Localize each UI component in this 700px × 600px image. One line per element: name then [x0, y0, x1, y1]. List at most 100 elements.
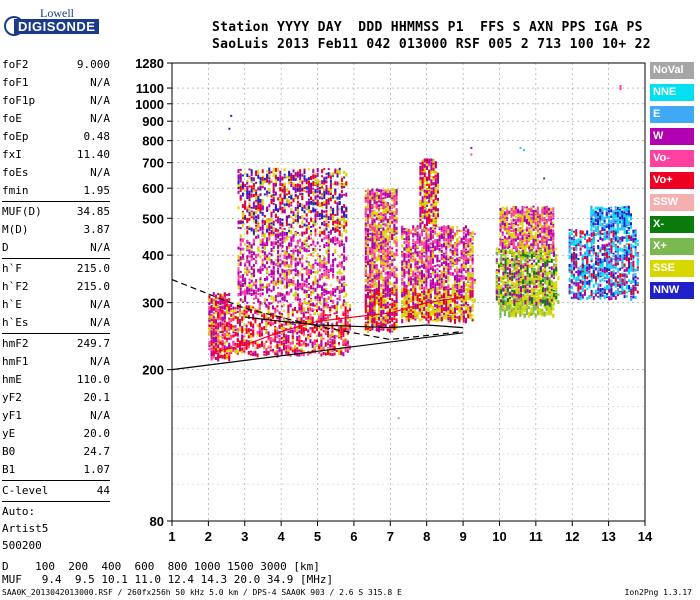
echo-point [367, 259, 369, 262]
echo-point [346, 343, 349, 348]
param-value: 44 [96, 484, 110, 497]
echo-point [393, 229, 396, 233]
echo-point [215, 305, 217, 308]
echo-point [272, 349, 274, 353]
echo-point [300, 348, 303, 351]
echo-point [369, 287, 372, 291]
echo-point [255, 289, 258, 293]
echo-point [263, 313, 266, 318]
echo-point [323, 236, 326, 240]
echo-point [228, 351, 231, 356]
echo-point [301, 254, 304, 259]
echo-point [364, 215, 367, 218]
echo-point [263, 264, 266, 269]
echo-point [380, 197, 383, 200]
echo-point [384, 192, 387, 197]
echo-point [310, 219, 313, 222]
echo-point [241, 334, 244, 338]
echo-point [386, 238, 389, 243]
echo-point [323, 176, 326, 179]
echo-point [239, 290, 242, 295]
echo-point [244, 200, 247, 203]
echo-point [246, 188, 249, 193]
echo-point [290, 230, 293, 235]
echo-point [327, 248, 330, 253]
echo-point [318, 245, 321, 248]
echo-point [324, 306, 327, 309]
echo-point [343, 255, 346, 260]
echo-point [239, 282, 242, 287]
echo-point [259, 255, 262, 259]
echo-point [334, 196, 337, 199]
echo-point [301, 286, 304, 291]
echo-point [283, 331, 285, 334]
echo-point [276, 352, 279, 356]
echo-point [279, 222, 282, 225]
echo-point [239, 347, 241, 350]
echo-point [246, 230, 249, 235]
echo-point [342, 332, 345, 336]
echo-point [391, 298, 394, 302]
echo-point [257, 174, 260, 179]
echo-point [215, 342, 217, 347]
echo-point [272, 241, 275, 246]
echo-point [375, 217, 378, 221]
echo-point [340, 304, 343, 309]
echo-point [318, 260, 321, 263]
echo-point [378, 231, 380, 235]
echo-point [283, 250, 286, 255]
echo-point [288, 244, 291, 247]
echo-point [364, 309, 367, 314]
echo-point [367, 329, 369, 334]
echo-point [375, 247, 378, 250]
echo-point [407, 318, 410, 323]
echo-point [324, 352, 327, 356]
echo-point [384, 258, 387, 261]
echo-point [378, 281, 380, 285]
echo-point [310, 243, 313, 246]
echo-point [364, 259, 367, 262]
echo-point [391, 283, 394, 286]
echo-point [325, 302, 328, 307]
echo-point [283, 236, 286, 240]
echo-point [305, 190, 308, 193]
echo-point [250, 266, 253, 271]
echo-point [263, 286, 266, 289]
echo-point [371, 214, 374, 218]
echo-cluster [237, 232, 348, 307]
echo-point [252, 187, 255, 191]
echo-point [259, 211, 262, 214]
echo-point [265, 330, 268, 333]
echo-point [277, 262, 280, 266]
echo-point [301, 279, 304, 281]
echo-point [250, 293, 253, 296]
echo-point [321, 204, 324, 208]
echo-point [327, 192, 330, 196]
echo-point [296, 208, 299, 213]
echo-point [257, 214, 260, 219]
echo-point [310, 200, 313, 205]
echo-point [247, 340, 250, 344]
echo-point [391, 267, 394, 271]
echo-point [325, 235, 328, 240]
echo-point [219, 293, 222, 297]
echo-point [443, 291, 445, 295]
echo-point [283, 299, 286, 302]
echo-point [371, 221, 374, 226]
echo-point [299, 188, 302, 192]
echo-point [313, 346, 316, 350]
echo-point [378, 292, 380, 296]
echo-point [343, 204, 346, 209]
echo-point [323, 265, 326, 267]
echo-point [336, 277, 339, 282]
echo-point [389, 293, 391, 298]
echo-point [287, 351, 290, 356]
echo-point [364, 205, 367, 208]
echo-point [283, 231, 286, 236]
echo-point [296, 283, 299, 288]
echo-point [371, 242, 374, 247]
echo-point [371, 272, 374, 277]
echo-point [344, 306, 347, 309]
echo-point [342, 328, 345, 333]
